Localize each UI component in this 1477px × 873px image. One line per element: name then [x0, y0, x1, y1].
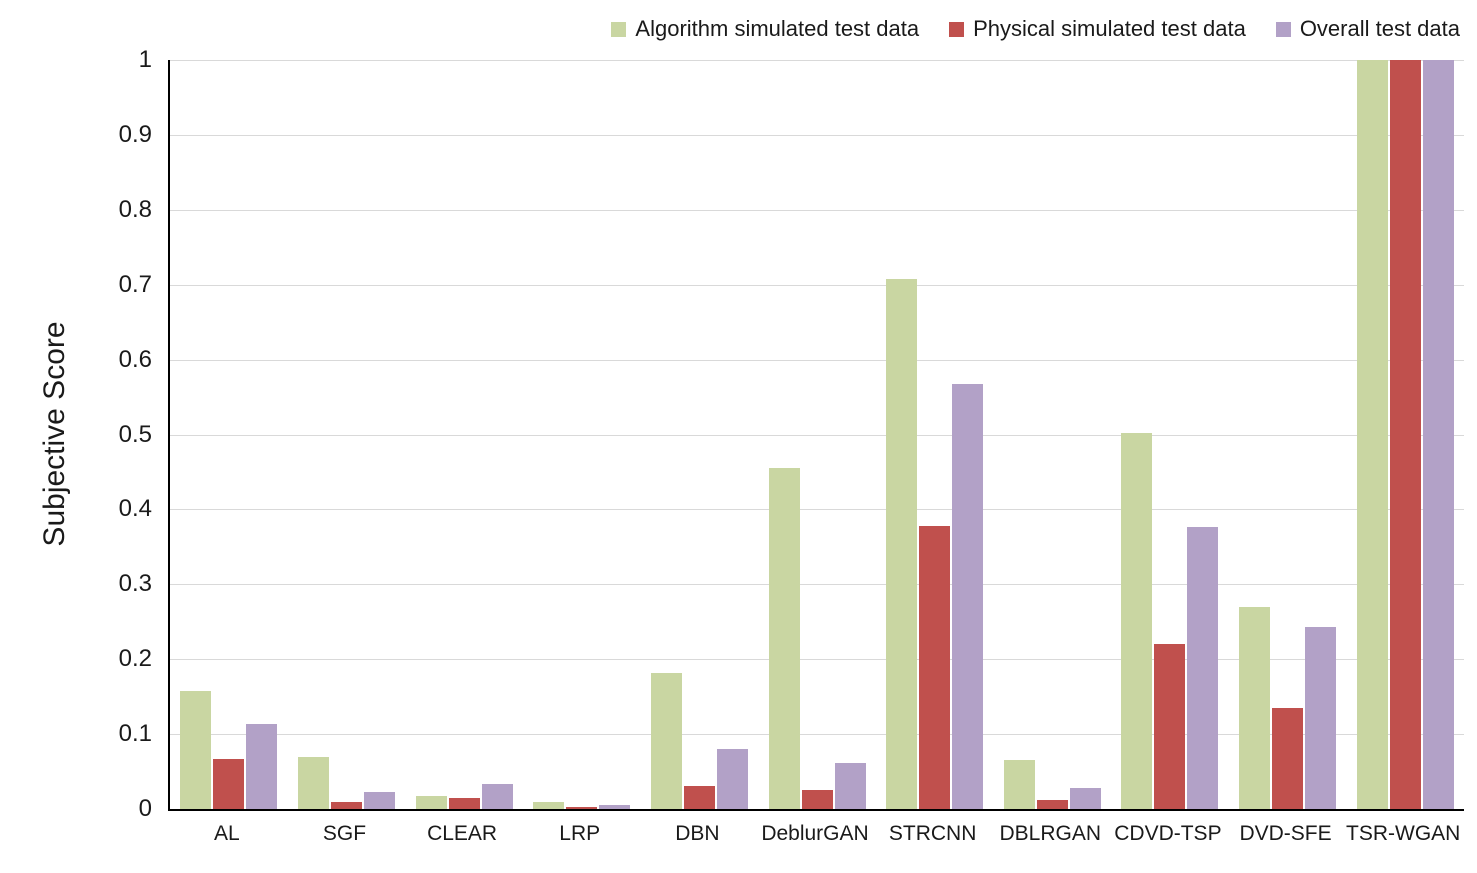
bar [1356, 60, 1388, 809]
bar [1036, 800, 1068, 809]
bar [481, 783, 513, 809]
bar [1239, 606, 1271, 809]
bar [448, 797, 480, 809]
bar [1272, 707, 1304, 809]
gridline [170, 284, 1464, 286]
bar [768, 468, 800, 809]
bar-group-cdvd-tsp [1111, 60, 1229, 809]
legend-item: Overall test data [1275, 16, 1460, 42]
bar [952, 383, 984, 809]
gridline [170, 60, 1464, 61]
gridline [170, 509, 1464, 511]
bar-group-lrp [523, 60, 641, 809]
legend-swatch-icon [611, 21, 627, 37]
gridline [170, 134, 1464, 136]
y-tick-label: 0.1 [118, 720, 152, 748]
x-category-label: DVD-SFE [1239, 822, 1332, 845]
bar-group-dbn [641, 60, 759, 809]
bar [683, 785, 715, 809]
y-axis-title: Subjective Score [38, 321, 71, 547]
gridline [170, 209, 1464, 211]
x-category-label: DeblurGAN [761, 822, 869, 845]
x-category-label: CDVD-TSP [1114, 822, 1222, 845]
gridline [170, 734, 1464, 736]
bar [1389, 60, 1421, 809]
x-category-label: LRP [559, 822, 601, 845]
bar [180, 690, 212, 809]
bar [363, 791, 395, 809]
bar-group-dvd-sfe [1229, 60, 1347, 809]
y-tick-label: 0.2 [118, 645, 152, 673]
bar [566, 806, 598, 809]
y-tick-label: 0.4 [118, 495, 152, 523]
bar-group-dblrgan [993, 60, 1111, 809]
chart-legend: Algorithm simulated test data Physical si… [611, 16, 1460, 42]
x-category-label: DBN [675, 822, 720, 845]
gridline [170, 584, 1464, 586]
legend-label: Overall test data [1299, 16, 1460, 41]
gridline [170, 659, 1464, 661]
legend-swatch-icon [1275, 21, 1291, 37]
legend-item: Algorithm simulated test data [611, 16, 919, 42]
y-tick-label: 0.3 [118, 570, 152, 598]
x-category-label: CLEAR [427, 822, 498, 845]
bar-group-deblurgan [758, 60, 876, 809]
bar [533, 802, 565, 809]
y-tick-label: 0 [138, 795, 152, 822]
bar [1305, 627, 1337, 809]
bar [330, 802, 362, 809]
bar [246, 723, 278, 809]
bar [886, 278, 918, 809]
x-category-label: AL [213, 822, 240, 845]
bar-groups [170, 60, 1464, 809]
legend-item: Physical simulated test data [949, 16, 1246, 42]
x-category-label: DBLRGAN [999, 822, 1102, 845]
bar [213, 758, 245, 809]
bar [801, 789, 833, 809]
x-category-label: SGF [322, 822, 367, 845]
bar [1003, 760, 1035, 809]
legend-label: Physical simulated test data [973, 16, 1246, 41]
bar [834, 763, 866, 809]
x-category-label: TSR-WGAN [1346, 822, 1461, 845]
y-tick-label: 1 [138, 46, 152, 73]
y-tick-label: 0.7 [118, 270, 152, 298]
y-tick-label: 0.5 [118, 420, 152, 448]
bar [1422, 60, 1454, 809]
bar-group-sgf [288, 60, 406, 809]
bar-group-clear [405, 60, 523, 809]
plot-area [168, 60, 1464, 811]
bar [919, 525, 951, 809]
bar-group-al [170, 60, 288, 809]
legend-label: Algorithm simulated test data [635, 16, 920, 41]
bar [716, 749, 748, 809]
bar [1069, 788, 1101, 809]
bar [650, 673, 682, 809]
legend-swatch-icon [949, 21, 965, 37]
x-category-label: STRCNN [888, 822, 977, 845]
bar-group-tsr-wgan [1346, 60, 1464, 809]
y-tick-label: 0.6 [118, 345, 152, 373]
y-tick-label: 0.9 [118, 120, 152, 148]
bar [599, 805, 631, 809]
bar [1121, 433, 1153, 809]
bar [1154, 644, 1186, 809]
bar [297, 756, 329, 809]
y-tick-label: 0.8 [118, 195, 152, 223]
bar [415, 796, 447, 809]
gridline [170, 359, 1464, 361]
bar-group-strcnn [876, 60, 994, 809]
bar [1187, 527, 1219, 809]
gridline [170, 434, 1464, 436]
